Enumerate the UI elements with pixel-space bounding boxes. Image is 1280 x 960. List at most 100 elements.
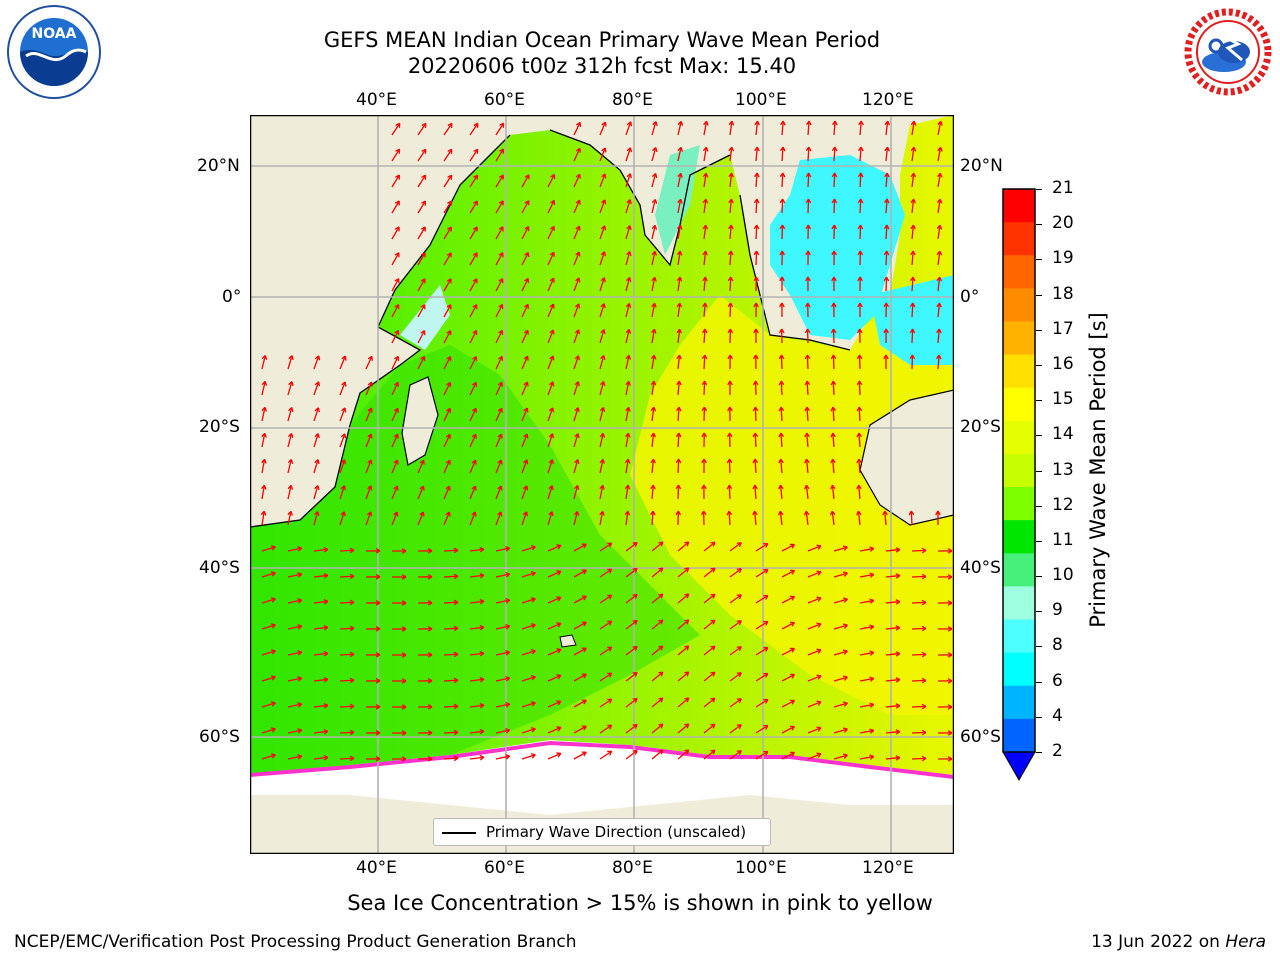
wave-arrow (261, 754, 276, 760)
wave-arrow (365, 381, 373, 396)
wave-arrow-head (530, 623, 536, 626)
wave-arrow-head (287, 510, 292, 516)
colorbar-segment (1003, 354, 1035, 389)
wave-arrow (495, 599, 510, 604)
right-tick-20s: 20°S (960, 417, 1001, 437)
wave-arrow-head (601, 173, 606, 178)
wave-arrow-head (831, 302, 835, 308)
wave-arrow-head (574, 303, 580, 308)
bottom-tick-60e: 60°E (484, 858, 525, 878)
wave-arrow (469, 485, 477, 500)
wave-arrow-head (779, 198, 784, 204)
wave-arrow (677, 251, 681, 266)
wave-arrow (807, 727, 822, 734)
wave-arrow (625, 433, 630, 448)
wave-arrow-head (779, 172, 784, 178)
wave-arrow-head (393, 433, 399, 438)
wave-arrow (807, 571, 822, 578)
wave-arrow (703, 619, 716, 630)
wave-arrow (677, 225, 682, 240)
wave-arrow (521, 174, 530, 188)
wave-arrow-head (675, 432, 680, 438)
wave-arrow-head (842, 597, 848, 600)
bottom-tick-100e: 100°E (735, 858, 787, 878)
wave-arrow-head (625, 380, 630, 386)
africa-arabia-coastline (250, 134, 511, 528)
wave-arrow (287, 355, 293, 370)
wave-arrow (703, 645, 716, 656)
wave-arrow (365, 511, 372, 526)
wave-arrow-head (684, 723, 689, 726)
wave-arrow-head (727, 354, 731, 360)
wave-arrow-head (497, 485, 502, 490)
wave-arrow-head (261, 432, 266, 438)
wave-arrow-head (270, 623, 276, 626)
legend-line-swatch (442, 832, 476, 834)
wave-arrow-head (652, 121, 657, 126)
wave-arrow (313, 704, 328, 708)
wave-arrow-head (505, 546, 510, 549)
wave-arrow-head (349, 755, 355, 759)
wave-arrow (495, 226, 504, 240)
wave-arrow-head (453, 677, 459, 681)
wave-arrow-head (349, 625, 355, 629)
wave-arrow-head (710, 619, 715, 622)
wave-arrow (521, 546, 536, 552)
wave-arrow-head (530, 571, 536, 574)
wave-arrow-head (842, 649, 848, 652)
wave-arrow-head (270, 675, 276, 678)
wave-arrow-head (804, 432, 808, 438)
wave-arrow (651, 567, 664, 578)
wave-arrow (599, 199, 606, 214)
wave-arrow (391, 252, 400, 266)
wave-arrow-head (445, 433, 451, 438)
wave-arrow-head (479, 702, 485, 706)
wave-arrow (885, 600, 900, 604)
wave-arrow-head (626, 225, 631, 230)
wave-arrow-head (754, 146, 758, 152)
wave-arrow-head (427, 548, 433, 552)
wave-arrow-head (842, 571, 848, 574)
wave-arrow (651, 619, 664, 630)
wave-arrow (833, 146, 836, 162)
wave-arrow-head (427, 652, 433, 656)
wave-arrow (521, 511, 528, 526)
colorbar-tick-label: 21 (1052, 178, 1074, 198)
wave-arrow (521, 200, 530, 214)
colorbar-tick-mark (1036, 329, 1042, 331)
wave-arrow (287, 485, 292, 500)
wave-arrow (911, 731, 927, 734)
wave-arrow (573, 225, 580, 240)
wave-arrow (781, 700, 795, 708)
wave-arrow-head (375, 652, 381, 656)
wave-arrow-head (816, 674, 822, 677)
wave-arrow-head (710, 645, 715, 648)
wave-arrow (781, 674, 795, 682)
wave-arrow (547, 485, 553, 500)
wave-arrow (547, 226, 555, 240)
wave-arrow-head (556, 674, 561, 677)
wave-arrow (651, 645, 664, 656)
wave-arrow-head (453, 755, 459, 759)
colorbar-tick-label: 18 (1052, 283, 1074, 304)
wave-arrow (885, 574, 900, 578)
wave-arrow-head (349, 599, 355, 603)
wave-arrow (859, 224, 862, 240)
wave-arrow-head (626, 121, 632, 126)
wave-arrow-head (869, 754, 874, 758)
wave-arrow (780, 380, 783, 396)
wave-arrow-head (710, 749, 715, 752)
wave-arrow-head (658, 645, 663, 648)
wave-arrow-head (287, 458, 292, 464)
wave-arrow-head (341, 407, 346, 412)
wave-arrow-head (701, 406, 705, 412)
wave-arrow (469, 148, 479, 162)
wave-arrow (495, 703, 510, 708)
wave-arrow (728, 484, 731, 500)
wave-arrow (677, 277, 681, 292)
wave-arrow-head (453, 651, 459, 655)
wave-arrow-head (445, 459, 451, 464)
wave-arrow-head (632, 645, 638, 648)
wave-arrow (495, 651, 510, 656)
wave-arrow (651, 407, 655, 422)
